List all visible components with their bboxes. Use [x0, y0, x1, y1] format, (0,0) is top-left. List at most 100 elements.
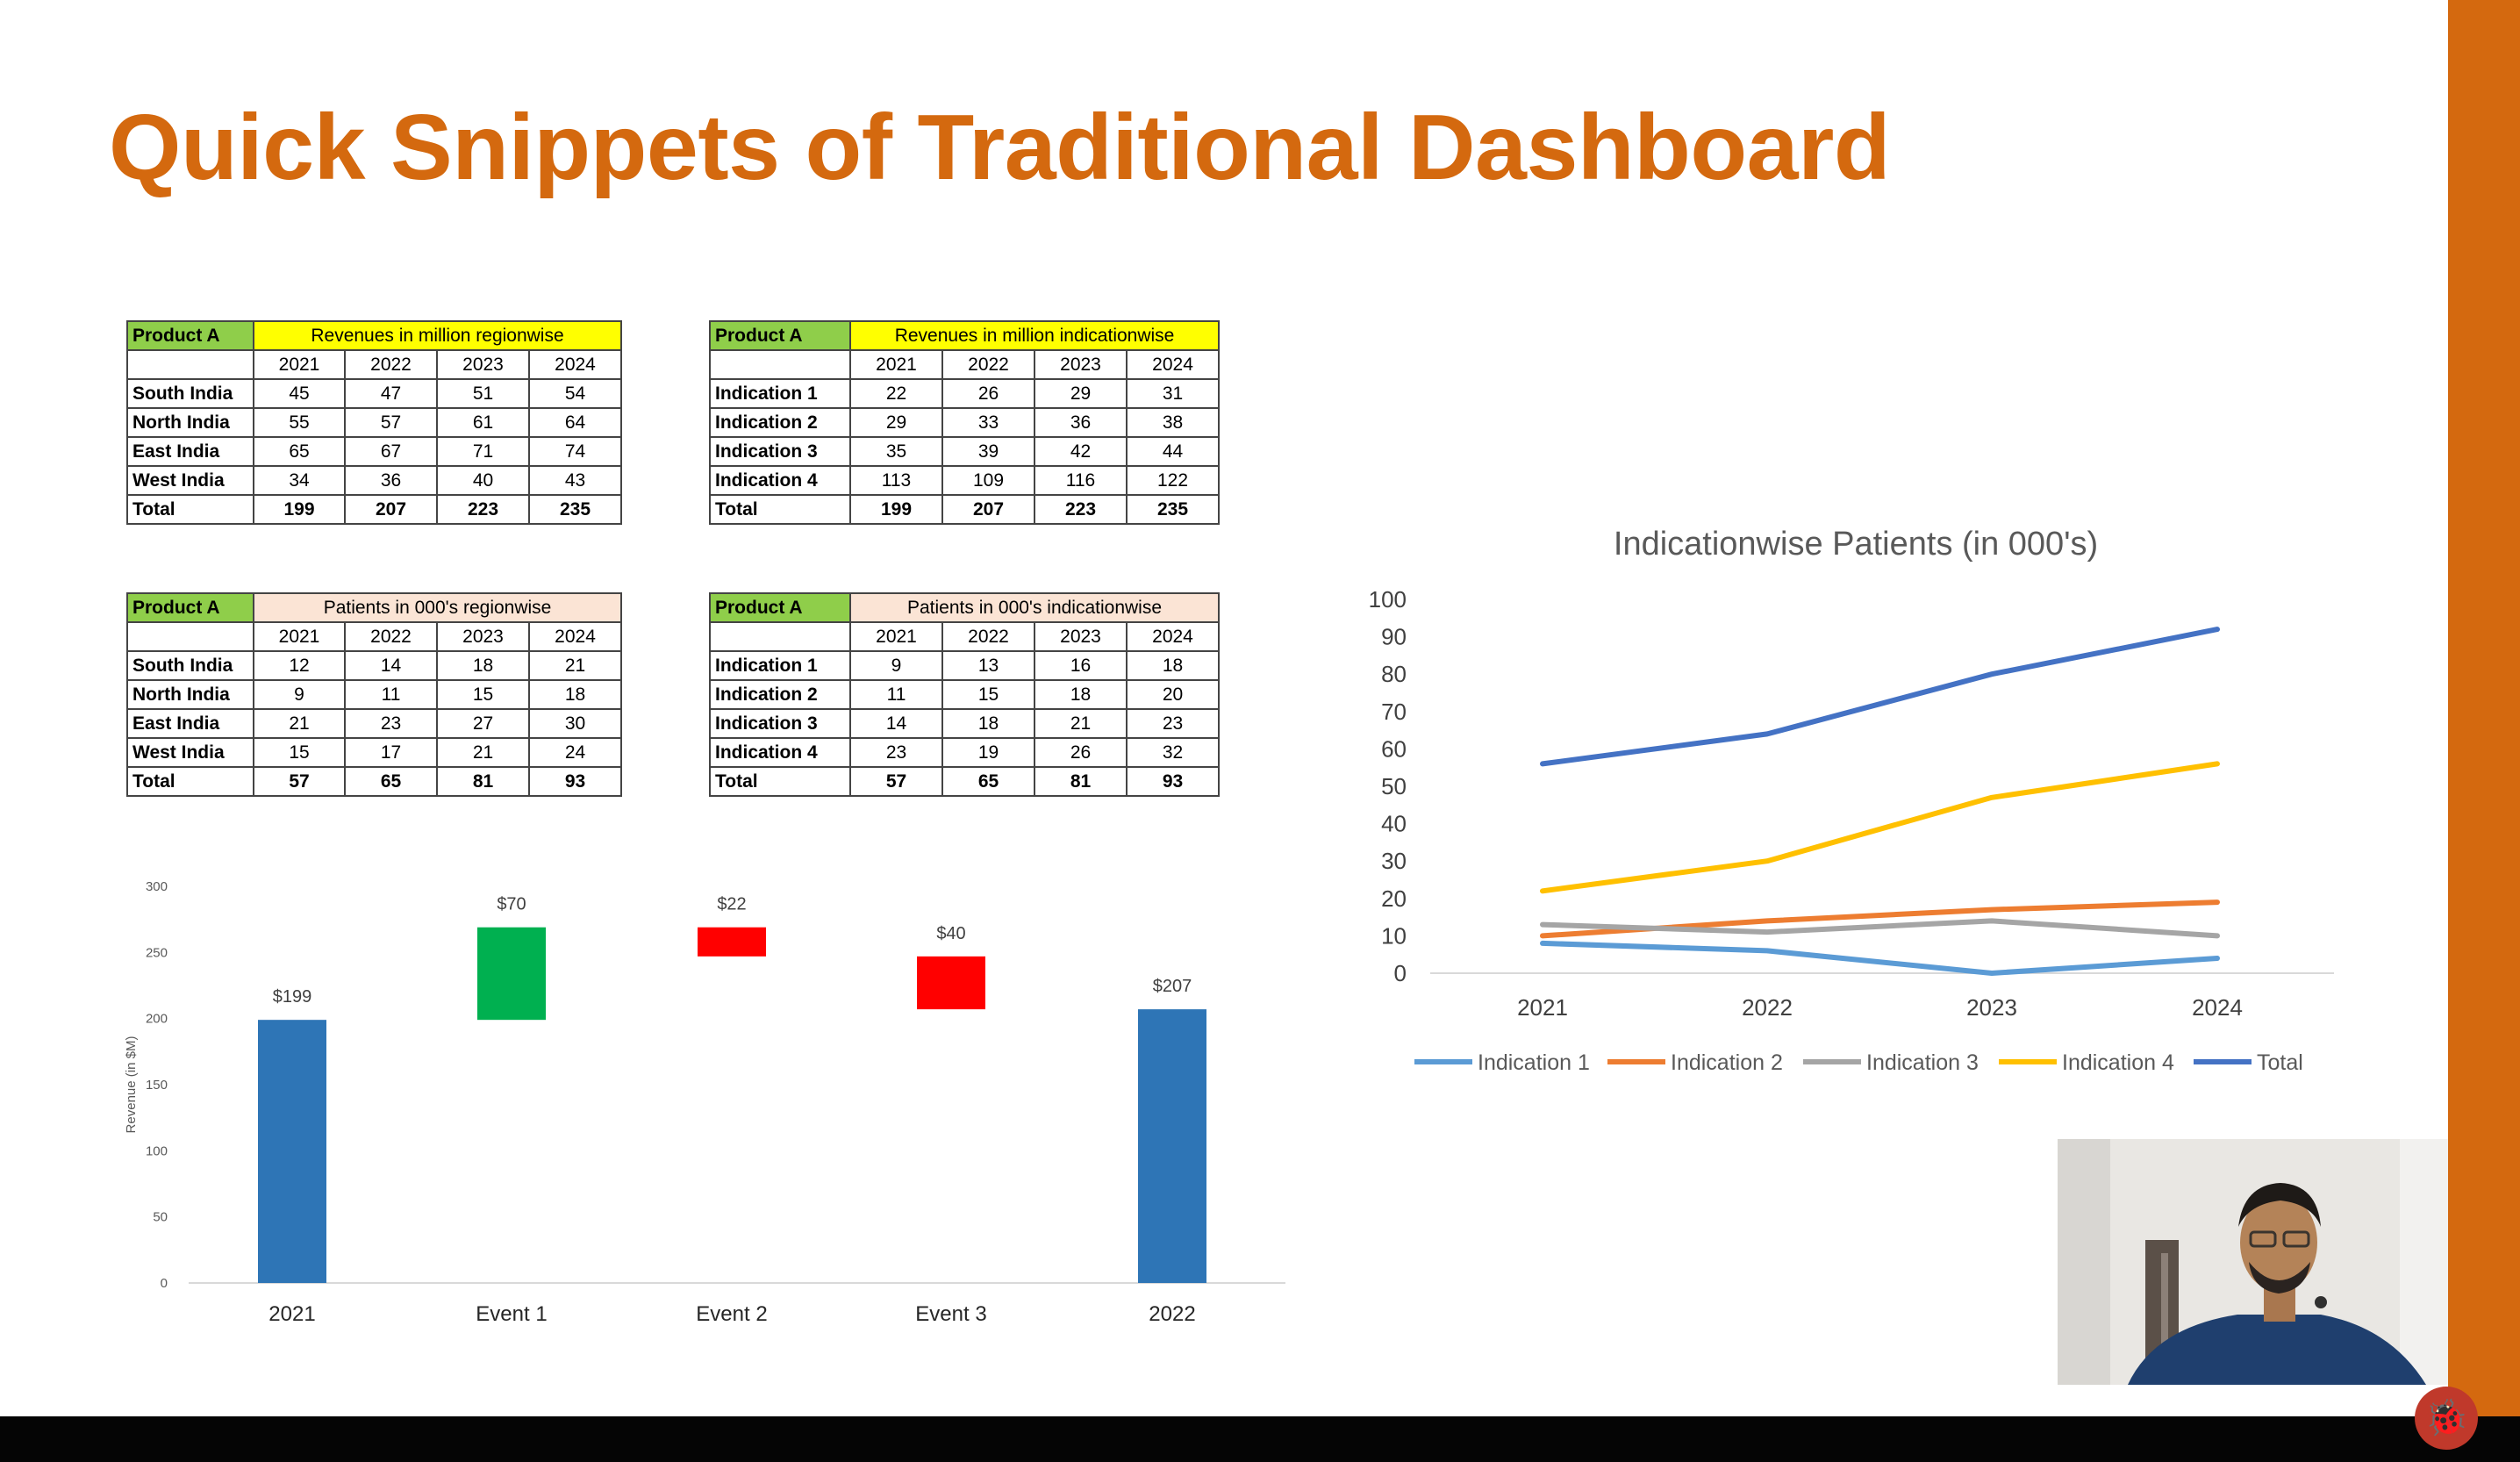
value-cell: 18 [1034, 679, 1128, 710]
value-cell: 199 [253, 494, 346, 525]
value-cell: 40 [436, 465, 530, 496]
value-cell: 67 [344, 436, 438, 467]
row-label: Indication 3 [709, 436, 851, 467]
table-row: Indication 1 22 26 29 31 [709, 378, 1221, 409]
value-cell: 16 [1034, 650, 1128, 681]
value-cell: 65 [941, 766, 1035, 797]
patients-regionwise-table: Product A Patients in 000's regionwise 2… [126, 592, 623, 797]
table-row: Indication 3 14 18 21 23 [709, 708, 1221, 739]
bar-data-label: $40 [936, 924, 965, 943]
year-cell: 2024 [528, 349, 622, 380]
year-cell: 2021 [253, 621, 346, 652]
value-cell: 54 [528, 378, 622, 409]
row-label: South India [126, 650, 254, 681]
row-label: Total [709, 766, 851, 797]
y-tick-label: 50 [153, 1210, 168, 1225]
table-title: Patients in 000's indicationwise [848, 592, 1221, 623]
value-cell: 38 [1125, 407, 1221, 438]
waterfall-chart: 0 50 100 150 200 250 300 Revenue (in $M) $199 202… [124, 879, 1285, 1326]
value-cell: 57 [849, 766, 943, 797]
y-tick-label: 300 [146, 879, 168, 894]
year-cell: 2023 [1034, 349, 1128, 380]
year-row: 2021 2022 2023 2024 [126, 349, 622, 380]
y-tick-label: 70 [1381, 699, 1407, 725]
table-row: Indication 3 35 39 42 44 [709, 436, 1221, 467]
value-cell: 45 [253, 378, 346, 409]
y-tick-label: 100 [1369, 586, 1407, 613]
year-cell: 2023 [436, 621, 530, 652]
value-cell: 39 [941, 436, 1035, 467]
row-label: Total [126, 766, 254, 797]
series-line [1540, 761, 2220, 894]
waterfall-bar [258, 1020, 326, 1283]
value-cell: 64 [528, 407, 622, 438]
value-cell: 15 [436, 679, 530, 710]
slide: Quick Snippets of Traditional Dashboard … [109, 96, 2493, 1385]
value-cell: 51 [436, 378, 530, 409]
value-cell: 122 [1125, 465, 1221, 496]
value-cell: 29 [1034, 378, 1128, 409]
revenue-regionwise-table: Product A Revenues in million regionwise… [126, 320, 622, 525]
x-category-label: Event 3 [915, 1302, 986, 1326]
value-cell: 42 [1034, 436, 1128, 467]
row-label: Indication 1 [709, 650, 851, 681]
value-cell: 35 [849, 436, 943, 467]
product-label: Product A [709, 320, 851, 351]
legend-label: Total [2257, 1050, 2303, 1075]
table-header-row: Product A Patients in 000's regionwise [126, 592, 623, 623]
table-row: South India 45 47 51 54 [126, 378, 622, 409]
total-row: Total 57 65 81 93 [126, 766, 623, 797]
table-row: East India 65 67 71 74 [126, 436, 622, 467]
value-cell: 31 [1125, 378, 1221, 409]
person-video-icon [2058, 1139, 2493, 1385]
value-cell: 113 [849, 465, 943, 496]
value-cell: 9 [849, 650, 943, 681]
value-cell: 71 [436, 436, 530, 467]
y-tick-label: 20 [1381, 885, 1407, 912]
total-row: Total 199 207 223 235 [126, 494, 622, 525]
value-cell: 24 [527, 737, 623, 768]
year-cell: 2021 [253, 349, 346, 380]
value-cell: 23 [344, 708, 438, 739]
value-cell: 235 [528, 494, 622, 525]
value-cell: 199 [849, 494, 943, 525]
value-cell: 65 [253, 436, 346, 467]
waterfall-bar [477, 927, 546, 1021]
value-cell: 21 [436, 737, 530, 768]
value-cell: 81 [436, 766, 530, 797]
total-row: Total 199 207 223 235 [709, 494, 1221, 525]
value-cell: 26 [1034, 737, 1128, 768]
year-row: 2021 2022 2023 2024 [126, 621, 623, 652]
value-cell: 18 [527, 679, 623, 710]
y-tick-label: 80 [1381, 661, 1407, 687]
bug-icon[interactable]: 🐞 [2415, 1387, 2478, 1450]
value-cell: 36 [1034, 407, 1128, 438]
value-cell: 21 [1034, 708, 1128, 739]
value-cell: 36 [344, 465, 438, 496]
value-cell: 65 [344, 766, 438, 797]
value-cell: 19 [941, 737, 1035, 768]
y-tick-label: 0 [161, 1276, 168, 1291]
year-cell: 2024 [1125, 621, 1221, 652]
value-cell: 14 [849, 708, 943, 739]
value-cell: 18 [941, 708, 1035, 739]
value-cell: 43 [528, 465, 622, 496]
value-cell: 23 [1125, 708, 1221, 739]
value-cell: 21 [253, 708, 346, 739]
revenue-indicationwise-table: Product A Revenues in million indication… [709, 320, 1221, 525]
row-label: Total [126, 494, 254, 525]
table-title: Revenues in million regionwise [253, 320, 622, 351]
value-cell: 207 [344, 494, 438, 525]
value-cell: 11 [344, 679, 438, 710]
value-cell: 9 [253, 679, 346, 710]
row-label: Total [709, 494, 851, 525]
value-cell: 109 [941, 465, 1035, 496]
product-label: Product A [126, 320, 254, 351]
year-cell: 2024 [527, 621, 623, 652]
y-tick-label: 30 [1381, 848, 1407, 874]
total-row: Total 57 65 81 93 [709, 766, 1221, 797]
patients-indicationwise-table: Product A Patients in 000's indicationwi… [709, 592, 1221, 797]
series-line [1540, 627, 2220, 767]
table-title: Patients in 000's regionwise [252, 592, 623, 623]
y-axis-title: Revenue (in $M) [124, 1036, 139, 1134]
